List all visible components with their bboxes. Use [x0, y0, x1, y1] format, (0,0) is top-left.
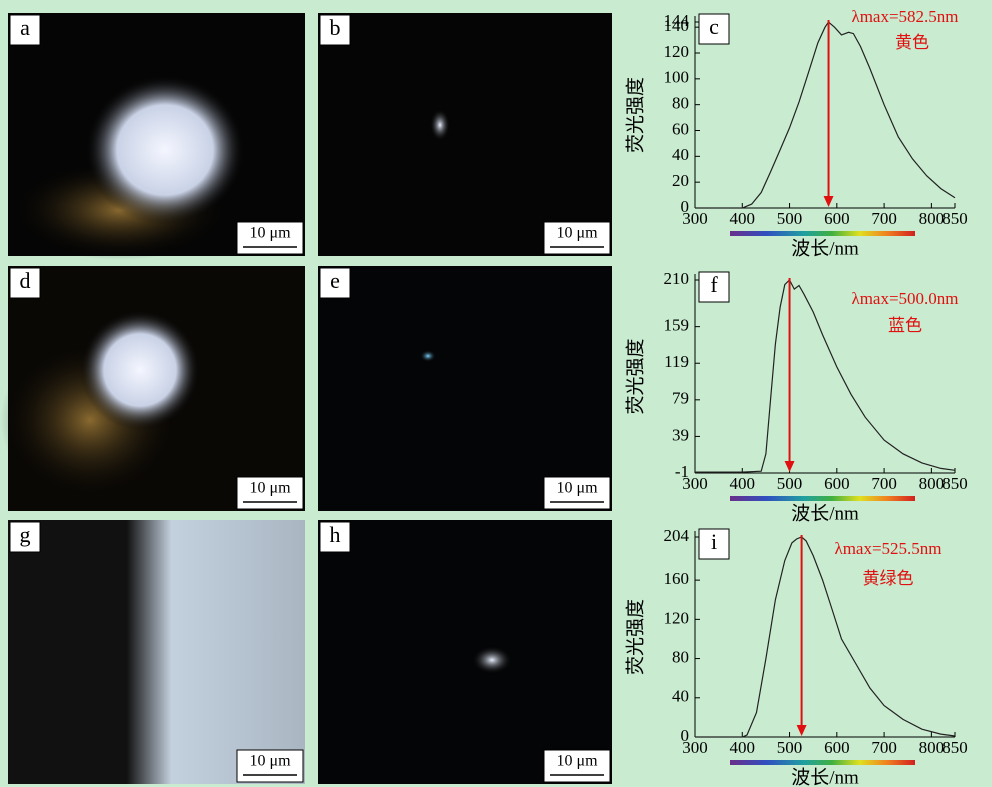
x-axis-label: 波长/nm: [791, 766, 859, 787]
scale-label: 10 μm: [249, 753, 291, 770]
peak-annotation: λmax=500.0nm: [851, 289, 958, 308]
x-tick-label: 400: [730, 738, 756, 757]
x-tick-label: 500: [777, 738, 803, 757]
panel-label: f: [710, 272, 718, 297]
y-tick-label: 79: [672, 389, 689, 408]
y-tick-label: 20: [672, 171, 689, 190]
y-tick-label: 204: [664, 526, 690, 545]
x-tick-label: 400: [730, 209, 756, 228]
panel-label: e: [330, 268, 340, 293]
color-name: 黄色: [895, 33, 929, 52]
color-name: 黄绿色: [863, 569, 914, 588]
y-axis-label: 荧光强度: [624, 599, 646, 675]
spectrum-line: [695, 280, 955, 472]
x-tick-label: 300: [682, 209, 708, 228]
y-tick-label: 120: [664, 608, 690, 627]
y-tick-label: 60: [672, 119, 689, 138]
y-tick-label: 144: [664, 11, 690, 30]
figure: a10 μmb10 μmd10 μme10 μmg10 μmh10 μm 020…: [0, 0, 992, 787]
x-tick-label: 850: [942, 209, 968, 228]
y-tick-label: 80: [672, 647, 689, 666]
x-tick-label: 400: [730, 474, 756, 493]
x-tick-label: 600: [824, 474, 850, 493]
x-tick-label: 850: [942, 474, 968, 493]
x-tick-label: 300: [682, 738, 708, 757]
y-tick-label: 40: [672, 687, 689, 706]
x-axis-label: 波长/nm: [791, 237, 859, 259]
y-tick-label: 160: [664, 569, 690, 588]
scale-label: 10 μm: [556, 753, 598, 770]
scale-label: 10 μm: [556, 480, 598, 497]
y-tick-label: 159: [664, 316, 690, 335]
scale-label: 10 μm: [556, 225, 598, 242]
y-tick-label: 119: [664, 352, 689, 371]
scale-label: 10 μm: [249, 480, 291, 497]
x-tick-label: 600: [824, 209, 850, 228]
panel-label: h: [330, 522, 341, 547]
spectrum-bar: [730, 496, 915, 501]
y-tick-label: 39: [672, 425, 689, 444]
panel-label: g: [20, 522, 31, 547]
y-tick-label: 80: [672, 94, 689, 113]
x-tick-label: 700: [871, 209, 897, 228]
x-tick-label: 500: [777, 209, 803, 228]
x-tick-label: 800: [919, 209, 945, 228]
x-tick-label: 800: [919, 738, 945, 757]
photos: [0, 13, 612, 784]
panel-label: b: [330, 15, 341, 40]
y-tick-label: 120: [664, 42, 690, 61]
x-tick-label: 500: [777, 474, 803, 493]
arrow-head: [785, 461, 795, 472]
spectrum-bar: [730, 231, 915, 236]
spectrum-line: [695, 537, 955, 737]
y-axis-label: 荧光强度: [624, 77, 646, 153]
x-tick-label: 300: [682, 474, 708, 493]
y-tick-label: 40: [672, 145, 689, 164]
peak-annotation: λmax=525.5nm: [834, 539, 941, 558]
y-tick-label: 210: [664, 269, 690, 288]
color-name: 蓝色: [888, 316, 922, 335]
panel-label: i: [711, 529, 717, 554]
scale-label: 10 μm: [249, 225, 291, 242]
peak-annotation: λmax=582.5nm: [851, 7, 958, 26]
arrow-head: [824, 196, 834, 207]
x-tick-label: 850: [942, 738, 968, 757]
arrow-head: [797, 725, 807, 736]
panel-label: d: [20, 268, 31, 293]
x-tick-label: 800: [919, 474, 945, 493]
y-tick-label: 100: [664, 68, 690, 87]
x-tick-label: 600: [824, 738, 850, 757]
panel-label: a: [20, 15, 30, 40]
spectrum-bar: [730, 760, 915, 765]
x-axis-label: 波长/nm: [791, 502, 859, 524]
x-tick-label: 700: [871, 474, 897, 493]
y-axis-label: 荧光强度: [624, 338, 646, 414]
x-tick-label: 700: [871, 738, 897, 757]
panel-label: c: [709, 14, 719, 39]
